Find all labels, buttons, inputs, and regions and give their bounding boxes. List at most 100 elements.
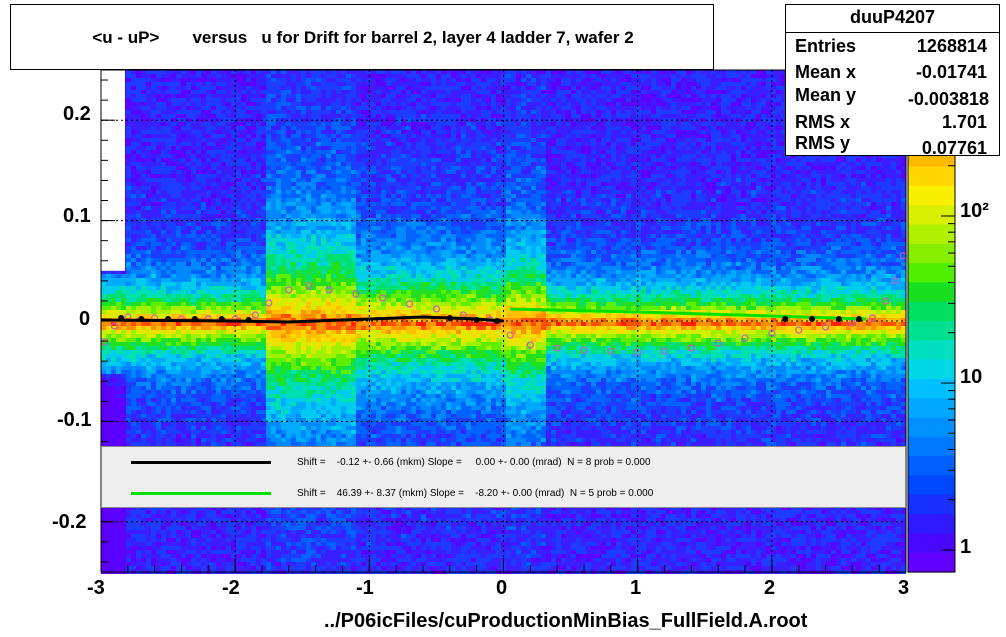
heatmap-cell	[261, 506, 266, 510]
heatmap-cell	[171, 186, 176, 190]
heatmap-cell	[256, 346, 261, 350]
heatmap-cell	[141, 366, 146, 370]
heatmap-cell	[236, 326, 241, 330]
heatmap-cell	[141, 266, 146, 270]
heatmap-cell	[151, 134, 156, 138]
heatmap-cell	[101, 438, 106, 442]
heatmap-cell	[136, 398, 141, 402]
heatmap-cell	[291, 418, 296, 422]
heatmap-cell	[151, 182, 156, 186]
heatmap-cell	[176, 142, 181, 146]
heatmap-cell	[241, 562, 246, 566]
heatmap-cell	[226, 434, 231, 438]
heatmap-cell	[276, 222, 281, 226]
heatmap-cell	[141, 170, 146, 174]
heatmap-cell	[281, 322, 286, 326]
heatmap-cell	[126, 158, 131, 162]
heatmap-cell	[236, 294, 241, 298]
heatmap-cell	[216, 202, 221, 206]
heatmap-cell	[291, 254, 296, 258]
heatmap-cell	[261, 118, 266, 122]
heatmap-cell	[286, 230, 291, 234]
heatmap-cell	[131, 378, 136, 382]
heatmap-cell	[151, 222, 156, 226]
heatmap-cell	[231, 218, 236, 222]
heatmap-cell	[166, 326, 171, 330]
heatmap-cell	[231, 182, 236, 186]
heatmap-cell	[276, 338, 281, 342]
heatmap-cell	[196, 434, 201, 438]
heatmap-cell	[251, 202, 256, 206]
heatmap-cell	[206, 402, 211, 406]
heatmap-cell	[291, 218, 296, 222]
heatmap-cell	[221, 222, 226, 226]
heatmap-cell	[261, 298, 266, 302]
heatmap-cell	[151, 378, 156, 382]
heatmap-cell	[196, 526, 201, 530]
heatmap-cell	[291, 542, 296, 546]
heatmap-cell	[221, 314, 226, 318]
heatmap-cell	[286, 142, 291, 146]
heatmap-cell	[166, 350, 171, 354]
heatmap-cell	[211, 546, 216, 550]
heatmap-cell	[171, 342, 176, 346]
heatmap-cell	[216, 206, 221, 210]
heatmap-cell	[211, 82, 216, 86]
heatmap-cell	[256, 546, 261, 550]
heatmap-cell	[231, 386, 236, 390]
heatmap-cell	[146, 354, 151, 358]
heatmap-cell	[266, 258, 271, 262]
heatmap-cell	[126, 526, 131, 530]
heatmap-cell	[216, 406, 221, 410]
heatmap-cell	[106, 394, 111, 398]
heatmap-cell	[296, 106, 301, 110]
heatmap-cell	[121, 558, 126, 562]
heatmap-cell	[241, 110, 246, 114]
heatmap-cell	[151, 286, 156, 290]
heatmap-cell	[126, 90, 131, 94]
heatmap-cell	[171, 286, 176, 290]
heatmap-cell	[156, 434, 161, 438]
heatmap-cell	[266, 562, 271, 566]
heatmap-cell	[266, 174, 271, 178]
heatmap-cell	[286, 238, 291, 242]
heatmap-cell	[276, 218, 281, 222]
heatmap-cell	[181, 234, 186, 238]
heatmap-cell	[151, 302, 156, 306]
heatmap-cell	[181, 78, 186, 82]
heatmap-cell	[266, 270, 271, 274]
heatmap-cell	[191, 206, 196, 210]
heatmap-cell	[181, 114, 186, 118]
heatmap-cell	[156, 222, 161, 226]
heatmap-cell	[216, 226, 221, 230]
heatmap-cell	[151, 414, 156, 418]
heatmap-cell	[261, 358, 266, 362]
heatmap-cell	[296, 298, 301, 302]
heatmap-cell	[251, 262, 256, 266]
heatmap-cell	[151, 334, 156, 338]
heatmap-cell	[201, 262, 206, 266]
heatmap-cell	[216, 526, 221, 530]
heatmap-cell	[286, 314, 291, 318]
heatmap-cell	[186, 222, 191, 226]
heatmap-cell	[291, 562, 296, 566]
heatmap-cell	[276, 518, 281, 522]
heatmap-cell	[276, 202, 281, 206]
heatmap-cell	[126, 286, 131, 290]
heatmap-cell	[296, 218, 301, 222]
heatmap-cell	[251, 250, 256, 254]
heatmap-cell	[166, 94, 171, 98]
heatmap-cell	[191, 90, 196, 94]
heatmap-cell	[276, 398, 281, 402]
heatmap-cell	[236, 442, 241, 446]
heatmap-cell	[256, 226, 261, 230]
heatmap-cell	[116, 406, 121, 410]
heatmap-cell	[156, 566, 161, 570]
heatmap-cell	[176, 386, 181, 390]
heatmap-cell	[136, 338, 141, 342]
heatmap-cell	[241, 242, 246, 246]
heatmap-cell	[241, 78, 246, 82]
heatmap-cell	[151, 326, 156, 330]
heatmap-cell	[181, 238, 186, 242]
heatmap-cell	[201, 166, 206, 170]
